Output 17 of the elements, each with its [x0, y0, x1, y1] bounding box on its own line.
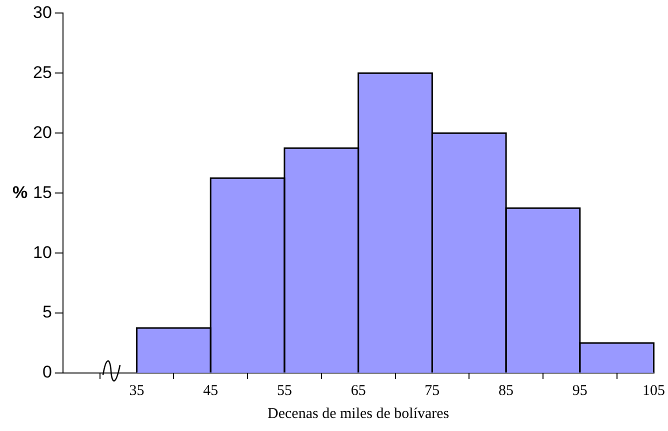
- y-tick-label: 0: [42, 362, 52, 382]
- y-tick-label: 15: [32, 182, 52, 202]
- x-tick-label: 45: [203, 382, 218, 399]
- x-tick-label: 35: [129, 382, 144, 399]
- y-tick-label: 25: [32, 62, 52, 82]
- x-tick-label: 75: [424, 382, 440, 399]
- y-tick-label: 30: [32, 2, 52, 22]
- x-tick-label: 105: [642, 382, 665, 399]
- x-tick-label: 55: [276, 382, 292, 399]
- y-tick-label: 20: [32, 122, 52, 142]
- y-axis-title: %: [12, 182, 28, 202]
- y-tick-label: 10: [32, 242, 52, 262]
- x-tick-label: 65: [350, 382, 366, 399]
- x-axis-title: Decenas de miles de bolívares: [268, 406, 450, 422]
- x-tick-label: 85: [498, 382, 514, 399]
- x-tick-label: 95: [572, 382, 588, 399]
- y-tick-label: 5: [42, 302, 52, 322]
